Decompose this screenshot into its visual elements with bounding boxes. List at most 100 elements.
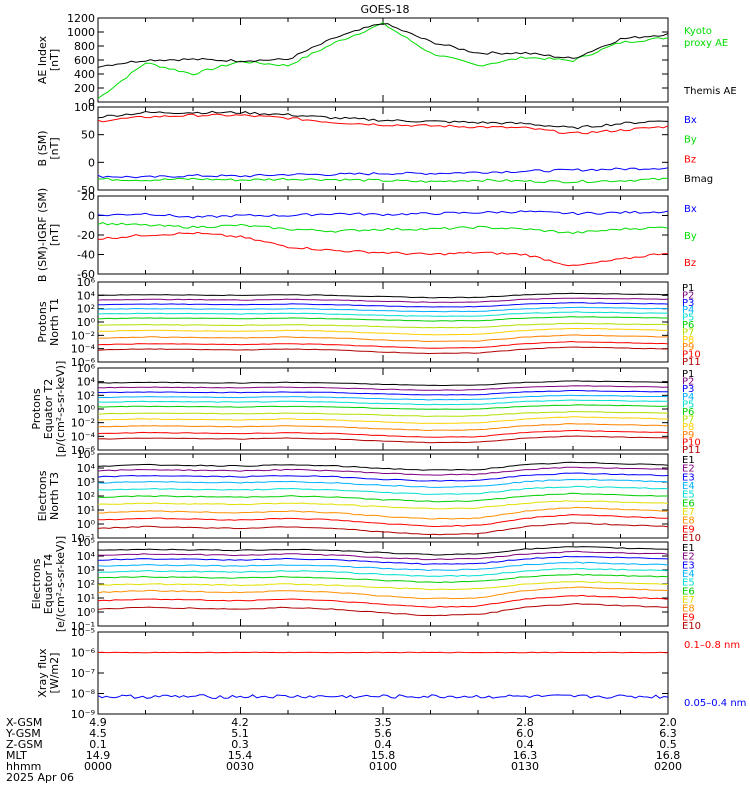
y-axis-title-line: [nT] (48, 224, 61, 246)
y-axis-title-line: [p/(cm²-s-sr-keV)] (54, 361, 67, 458)
channel-label-e3: E3 (682, 560, 695, 571)
series-line-bz (98, 113, 668, 135)
series-group (98, 651, 668, 699)
channel-label-e5: E5 (682, 490, 695, 501)
footer-value: 0.4 (516, 738, 534, 751)
channel-line-p3 (98, 302, 668, 308)
y-tick-label: 10⁻² (71, 329, 95, 342)
series-line-themis-ae (98, 23, 668, 68)
panel-frame (97, 631, 669, 715)
y-axis-title: B (SM)-IGRF (SM)[nT] (36, 188, 61, 282)
y-tick-label: 10³ (77, 476, 95, 489)
channel-label-p7: P7 (682, 415, 694, 426)
channel-label-p4: P4 (682, 305, 694, 316)
legend-label: Bz (684, 154, 696, 165)
channel-label-p10: P10 (682, 350, 701, 361)
y-axis-title-line: [W/m2] (48, 653, 61, 694)
y-tick-label: 0 (88, 96, 95, 109)
panel-xray: 10⁻⁵ 10⁻⁶ 10⁻⁷ 10⁻⁸ 10⁻⁹ Xray flux[W/m2] 0.1–0… (36, 626, 746, 721)
y-tick-label: 10² (77, 389, 95, 402)
series-group (98, 546, 668, 617)
channel-label-p11: P11 (682, 357, 701, 368)
legend-label-line: By (684, 231, 697, 242)
y-axis-title: ElectronsEquator T4[e/(cm²-s-sr-keV)] (30, 536, 67, 632)
channel-label-p1: P1 (682, 369, 694, 380)
y-tick-label: 0 (88, 156, 95, 169)
y-tick-label: 10⁻⁹ (71, 708, 95, 721)
channel-label-p8: P8 (682, 335, 694, 346)
y-axis-title-line: North T3 (48, 472, 61, 520)
legend-label-line: Bx (684, 204, 697, 215)
y-tick-label: 100 (74, 101, 95, 114)
footer-value: 0200 (654, 760, 682, 773)
y-tick-label: -40 (77, 249, 95, 262)
series-group (98, 461, 668, 536)
y-tick-label: 800 (74, 40, 95, 53)
y-tick-label: 1200 (67, 12, 95, 25)
channel-label-e1: E1 (682, 455, 695, 466)
legend-label: Bx (684, 204, 697, 215)
series-line-bmag (98, 110, 668, 130)
y-axis-title: B (SM)[nT] (36, 130, 61, 166)
channel-line-p11 (98, 346, 668, 355)
y-axis-title: AE Index[nT] (36, 35, 61, 84)
footer-value: 0.3 (231, 738, 249, 751)
footer-value: 4.5 (89, 727, 107, 740)
footer-value: 2.8 (516, 716, 534, 729)
series-line-by (98, 177, 668, 184)
channel-label-e10: E10 (682, 621, 701, 632)
y-tick-label: 600 (74, 54, 95, 67)
channel-label-p10: P10 (682, 437, 701, 448)
y-axis-title-line: B (SM)-IGRF (SM) (36, 188, 49, 282)
channel-line-p1 (98, 380, 668, 386)
footer-value: 0100 (369, 760, 397, 773)
channel-line-e8 (98, 586, 668, 600)
channel-line-e2 (98, 466, 668, 476)
legend-label: Themis AE (683, 86, 737, 97)
panel-bigrf: -60 -40 -20 0 20 B (SM)-IGRF (SM)[nT] Bx By Bz (36, 188, 697, 282)
footer-value: 2.0 (659, 716, 677, 729)
channel-label-e9: E9 (682, 524, 695, 535)
legend-label-line: 0.1–0.8 nm (684, 640, 740, 651)
footer-row-label: MLT (6, 749, 27, 762)
channel-line-e7 (98, 500, 668, 510)
y-tick-label: -20 (77, 229, 95, 242)
legend-label-line: Bz (684, 154, 696, 165)
legend-label: By (684, 231, 697, 242)
panel-frame (97, 106, 669, 191)
plot-title: GOES-18 (360, 3, 409, 16)
channel-label-p7: P7 (682, 327, 694, 338)
footer-value: 0000 (84, 760, 112, 773)
y-tick-label: 10⁻⁴ (71, 343, 96, 356)
channel-label-e1: E1 (682, 543, 695, 554)
footer-row-label: X-GSM (6, 716, 42, 729)
channel-line-p6 (98, 316, 668, 322)
y-tick-label: 50 (81, 129, 95, 142)
channel-line-p10 (98, 429, 668, 438)
y-axis-title-line: AE Index (36, 35, 49, 84)
y-axis-title-line: Equator T2 (42, 379, 55, 439)
channel-line-p2 (98, 385, 668, 391)
channel-line-p11 (98, 435, 668, 444)
channel-line-p3 (98, 390, 668, 396)
legend-label-line: Bz (684, 258, 696, 269)
y-tick-label: 10⁴ (77, 462, 96, 475)
footer-row-label: Z-GSM (6, 738, 43, 751)
series-line-bz (98, 231, 668, 267)
y-tick-label: 10⁰ (77, 316, 96, 329)
channel-label-e7: E7 (682, 507, 695, 518)
footer-value: 4.2 (231, 716, 249, 729)
channel-line-e4 (98, 478, 668, 488)
channel-label-e6: E6 (682, 586, 695, 597)
footer-row-label: 2025 Apr 06 (6, 771, 74, 784)
channel-line-e10 (98, 602, 668, 617)
y-tick-label: 10⁰ (77, 606, 96, 619)
y-tick-label: 10⁻⁶ (71, 356, 96, 369)
channel-label-e10: E10 (682, 533, 701, 544)
footer-row-label: hhmm (6, 760, 41, 773)
legend-label-line: By (684, 135, 697, 146)
footer-value: 0.5 (659, 738, 677, 751)
y-tick-label: -50 (77, 184, 95, 197)
